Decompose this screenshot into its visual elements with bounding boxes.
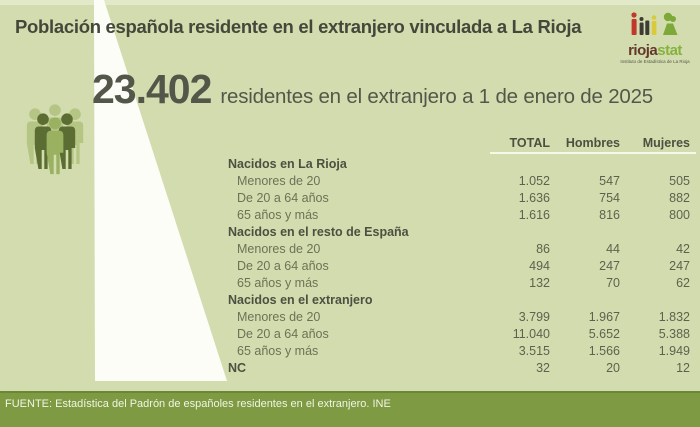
cell-total: 32 — [536, 360, 550, 375]
row-label: Menores de 20 — [237, 173, 321, 188]
cell-total: 11.040 — [512, 326, 550, 341]
cell-mujeres: 800 — [669, 207, 690, 222]
row-label: De 20 a 64 años — [237, 258, 329, 273]
row-label: 65 años y más — [237, 343, 319, 358]
row-label: De 20 a 64 años — [237, 326, 329, 341]
population-table: TOTAL Hombres Mujeres Nacidos en La Rioj… — [228, 134, 696, 376]
cell-hombres: 547 — [599, 173, 620, 188]
table-row: 65 años y más 3.515 1.566 1.949 — [228, 342, 690, 359]
cell-hombres: 1.967 — [588, 309, 620, 324]
cell-total: 132 — [529, 275, 550, 290]
cell-total: 1.052 — [518, 173, 550, 188]
riojastat-logo: riojastat Instituto de Estadística de La… — [615, 11, 695, 65]
logo-tagline: Instituto de Estadística de La Rioja — [620, 59, 690, 64]
table-body: Nacidos en La Rioja Menores de 20 1.052 … — [228, 155, 690, 376]
row-label: NC — [228, 360, 247, 375]
cell-mujeres: 62 — [676, 275, 690, 290]
bar-dark — [639, 17, 650, 35]
table-row: Menores de 20 3.799 1.967 1.832 — [228, 308, 690, 325]
bar-yellow — [651, 15, 657, 35]
cell-total: 1.616 — [518, 207, 550, 222]
cell-mujeres: 505 — [669, 173, 690, 188]
riojastat-logo-icon — [631, 12, 678, 35]
row-label: Nacidos en La Rioja — [228, 156, 347, 171]
headline: 23.402 residentes en el extranjero a 1 d… — [92, 66, 653, 113]
cell-mujeres: 1.832 — [658, 309, 690, 324]
table-row: 65 años y más 1.616 816 800 — [228, 206, 690, 223]
source-footer: FUENTE: Estadística del Padrón de españo… — [0, 391, 700, 427]
cell-hombres: 816 — [599, 207, 620, 222]
monastery-icon — [663, 12, 678, 35]
headline-number: 23.402 — [92, 66, 212, 112]
top-edge-strip — [0, 0, 700, 5]
cell-mujeres: 12 — [676, 360, 690, 375]
row-label: De 20 a 64 años — [237, 190, 329, 205]
row-label: 65 años y más — [237, 207, 319, 222]
row-label: Nacidos en el resto de España — [228, 224, 409, 239]
cell-total: 3.515 — [518, 343, 550, 358]
cell-total: 86 — [536, 241, 550, 256]
people-group-icon — [26, 104, 84, 175]
table-row: NC 32 20 12 — [228, 359, 690, 376]
source-text: FUENTE: Estadística del Padrón de españo… — [5, 398, 391, 410]
table-row: Menores de 20 86 44 42 — [228, 240, 690, 257]
bar-red — [631, 12, 637, 35]
cell-total: 494 — [529, 258, 550, 273]
table-row: Nacidos en La Rioja — [228, 155, 690, 172]
cell-mujeres: 882 — [669, 190, 690, 205]
brand-rioja: rioja — [628, 42, 658, 59]
header-underline — [490, 152, 696, 154]
row-label: 65 años y más — [237, 275, 319, 290]
cell-hombres: 247 — [599, 258, 620, 273]
column-header-mujeres: Mujeres — [642, 135, 690, 150]
brand-stat: stat — [657, 42, 682, 59]
column-header-total: TOTAL — [509, 135, 550, 150]
headline-text: residentes en el extranjero a 1 de enero… — [220, 85, 654, 108]
table-row: Menores de 20 1.052 547 505 — [228, 172, 690, 189]
column-header-hombres: Hombres — [565, 135, 620, 150]
cell-total: 1.636 — [518, 190, 550, 205]
table-row: De 20 a 64 años 1.636 754 882 — [228, 189, 690, 206]
row-label: Nacidos en el extranjero — [228, 292, 373, 307]
cell-hombres: 1.566 — [588, 343, 620, 358]
cell-total: 3.799 — [518, 309, 550, 324]
table-row: De 20 a 64 años 11.040 5.652 5.388 — [228, 325, 690, 342]
cell-mujeres: 42 — [676, 241, 690, 256]
cell-hombres: 5.652 — [588, 326, 620, 341]
row-label: Menores de 20 — [237, 309, 321, 324]
table-row: De 20 a 64 años 494 247 247 — [228, 257, 690, 274]
cell-hombres: 44 — [606, 241, 620, 256]
table-row: 65 años y más 132 70 62 — [228, 274, 690, 291]
cell-hombres: 754 — [599, 190, 620, 205]
row-label: Menores de 20 — [237, 241, 321, 256]
cell-hombres: 20 — [606, 360, 620, 375]
beam-polygon — [94, 0, 227, 381]
cell-mujeres: 1.949 — [658, 343, 690, 358]
table-row: Nacidos en el resto de España — [228, 223, 690, 240]
table-row: Nacidos en el extranjero — [228, 291, 690, 308]
cell-mujeres: 5.388 — [658, 326, 690, 341]
cell-hombres: 70 — [606, 275, 620, 290]
table-header-row: TOTAL Hombres Mujeres — [228, 134, 690, 151]
cell-mujeres: 247 — [669, 258, 690, 273]
page-title: Población española residente en el extra… — [15, 16, 582, 37]
riojastat-wordmark: riojastat — [615, 43, 695, 58]
